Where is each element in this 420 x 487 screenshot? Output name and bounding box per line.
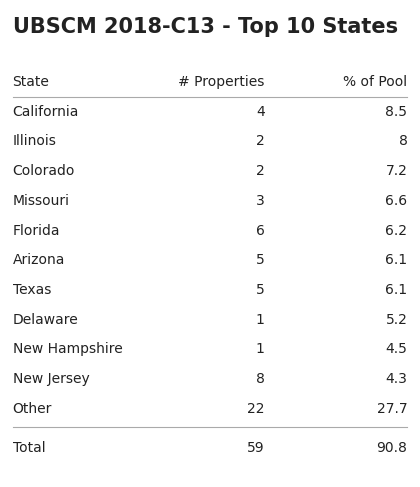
Text: # Properties: # Properties [178, 75, 265, 90]
Text: 5: 5 [256, 283, 265, 297]
Text: Colorado: Colorado [13, 164, 75, 178]
Text: Missouri: Missouri [13, 194, 70, 208]
Text: 6.1: 6.1 [385, 253, 407, 267]
Text: 1: 1 [256, 342, 265, 356]
Text: 5: 5 [256, 253, 265, 267]
Text: Texas: Texas [13, 283, 51, 297]
Text: 8: 8 [256, 372, 265, 386]
Text: Florida: Florida [13, 224, 60, 238]
Text: Illinois: Illinois [13, 134, 56, 149]
Text: 7.2: 7.2 [386, 164, 407, 178]
Text: 4: 4 [256, 105, 265, 119]
Text: UBSCM 2018-C13 - Top 10 States: UBSCM 2018-C13 - Top 10 States [13, 17, 398, 37]
Text: 1: 1 [256, 313, 265, 327]
Text: Total: Total [13, 441, 45, 455]
Text: 4.5: 4.5 [386, 342, 407, 356]
Text: New Jersey: New Jersey [13, 372, 89, 386]
Text: 90.8: 90.8 [376, 441, 407, 455]
Text: 3: 3 [256, 194, 265, 208]
Text: 5.2: 5.2 [386, 313, 407, 327]
Text: 8: 8 [399, 134, 407, 149]
Text: 59: 59 [247, 441, 265, 455]
Text: 6.2: 6.2 [386, 224, 407, 238]
Text: Delaware: Delaware [13, 313, 79, 327]
Text: 8.5: 8.5 [386, 105, 407, 119]
Text: New Hampshire: New Hampshire [13, 342, 122, 356]
Text: 2: 2 [256, 164, 265, 178]
Text: Other: Other [13, 402, 52, 416]
Text: % of Pool: % of Pool [343, 75, 407, 90]
Text: California: California [13, 105, 79, 119]
Text: 27.7: 27.7 [377, 402, 407, 416]
Text: 4.3: 4.3 [386, 372, 407, 386]
Text: 2: 2 [256, 134, 265, 149]
Text: 22: 22 [247, 402, 265, 416]
Text: State: State [13, 75, 50, 90]
Text: 6.6: 6.6 [385, 194, 407, 208]
Text: 6: 6 [256, 224, 265, 238]
Text: Arizona: Arizona [13, 253, 65, 267]
Text: 6.1: 6.1 [385, 283, 407, 297]
